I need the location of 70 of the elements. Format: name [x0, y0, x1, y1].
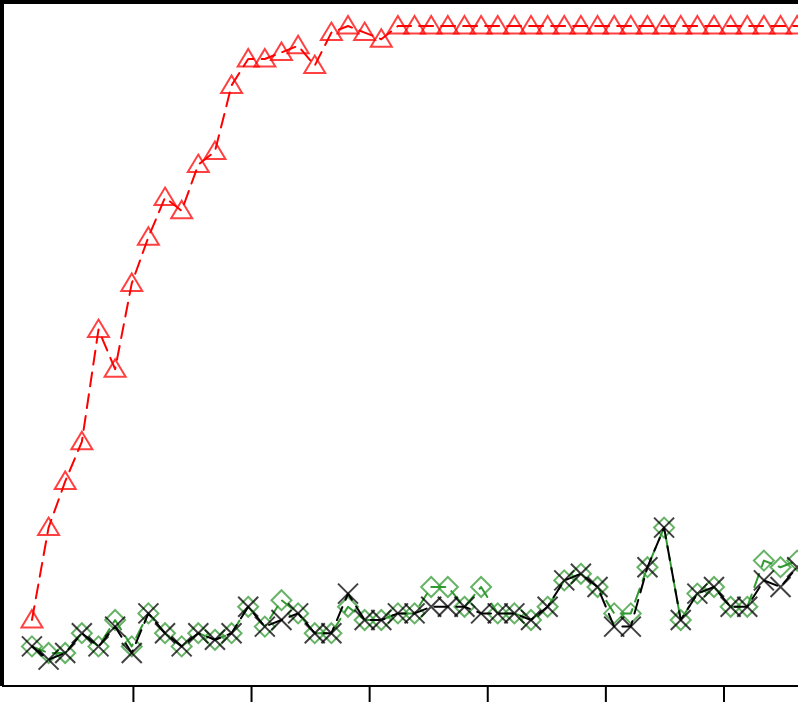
point — [319, 21, 343, 42]
point — [470, 576, 493, 598]
point — [153, 186, 177, 207]
point — [569, 15, 593, 35]
point — [470, 602, 493, 625]
point — [270, 609, 293, 631]
point — [286, 34, 310, 55]
point — [37, 516, 61, 537]
point — [586, 15, 610, 35]
point — [37, 648, 60, 671]
point — [436, 576, 459, 598]
point — [220, 74, 244, 94]
point — [120, 642, 143, 664]
point — [669, 15, 693, 35]
point — [270, 589, 293, 612]
point — [436, 595, 459, 618]
point — [369, 28, 393, 48]
point — [519, 15, 543, 35]
point — [603, 602, 626, 625]
point — [502, 15, 526, 35]
point — [735, 15, 759, 35]
point — [403, 15, 427, 35]
point — [452, 15, 476, 35]
point — [186, 153, 210, 174]
point — [104, 615, 127, 638]
point — [236, 48, 260, 68]
point — [386, 15, 410, 35]
point — [769, 15, 793, 35]
point — [652, 15, 676, 35]
point — [303, 54, 327, 75]
point — [337, 582, 360, 605]
point — [752, 549, 775, 572]
point — [769, 576, 792, 598]
point — [120, 272, 144, 292]
point — [619, 615, 642, 638]
point — [752, 569, 775, 592]
point — [353, 21, 377, 42]
point — [702, 15, 726, 35]
point — [337, 595, 360, 618]
point — [20, 609, 44, 629]
point — [436, 15, 460, 35]
point — [719, 15, 743, 35]
point — [269, 41, 293, 61]
point — [752, 15, 776, 35]
point — [336, 15, 360, 35]
point — [253, 48, 277, 68]
point — [603, 615, 626, 638]
point — [70, 430, 94, 451]
point — [103, 358, 127, 378]
point — [37, 642, 60, 664]
point — [136, 226, 160, 246]
point — [602, 15, 626, 35]
point — [419, 15, 443, 35]
point — [170, 199, 194, 220]
point — [120, 635, 143, 658]
point — [635, 15, 659, 35]
point — [619, 15, 643, 35]
point — [104, 609, 127, 631]
point — [552, 15, 576, 35]
point — [685, 15, 709, 35]
point — [486, 15, 510, 35]
point — [86, 318, 110, 339]
point — [536, 15, 560, 35]
point — [420, 595, 443, 618]
point — [53, 470, 77, 490]
point — [203, 140, 227, 160]
point — [420, 576, 443, 598]
point — [619, 602, 642, 625]
point — [769, 556, 792, 579]
point — [469, 15, 493, 35]
